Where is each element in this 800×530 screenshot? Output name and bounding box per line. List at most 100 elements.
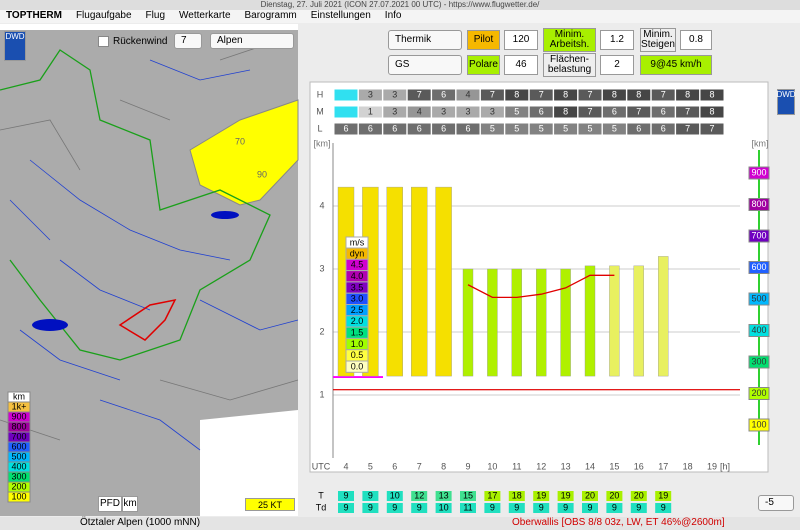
pfd-button[interactable]: PFD	[98, 496, 122, 512]
temp-value: 10	[390, 490, 400, 500]
alt-scale-value: 700	[751, 230, 766, 240]
alt-scale-cell	[748, 355, 770, 369]
cloud-cell	[699, 122, 725, 136]
alt-scale-cell	[748, 198, 770, 211]
temp-cell	[484, 491, 501, 501]
menu-item[interactable]: Info	[384, 10, 402, 21]
cloud-value: 7	[709, 123, 714, 133]
lift-legend-label: 0.5	[351, 350, 364, 360]
temp-value: 9	[490, 502, 495, 512]
border	[0, 49, 271, 361]
checkbox[interactable]: Rückenwind	[98, 36, 167, 47]
legend-title: km	[13, 391, 25, 401]
temp-cell	[484, 503, 501, 513]
temp-value: 9	[343, 490, 348, 500]
legend-label: 600	[11, 441, 26, 451]
temp-value: 9	[563, 502, 568, 512]
menu-item[interactable]: TOPTHERM	[6, 10, 62, 21]
select-mode[interactable]: Thermik	[388, 30, 462, 50]
x-tick-label: 7	[417, 461, 422, 471]
temp-value: 9	[539, 502, 544, 512]
map-area	[200, 410, 298, 516]
cloud-value: 6	[539, 106, 544, 116]
temp-cell	[338, 491, 354, 501]
thermal-bar	[609, 265, 620, 377]
cloud-value: 6	[661, 106, 666, 116]
menu-item[interactable]: Barogramm	[244, 10, 297, 21]
select-region[interactable]: Alpen	[210, 33, 294, 49]
row-label: Td	[316, 502, 327, 512]
x-tick-label: 18	[683, 461, 693, 471]
pilot-label: Pilot	[467, 30, 500, 50]
cloud-value: 7	[661, 89, 666, 99]
menu-item[interactable]: Flug	[145, 10, 165, 21]
temp-cell	[435, 503, 452, 513]
alt-scale-cell	[748, 166, 770, 180]
alt-scale-cell	[748, 387, 770, 400]
lift-legend-label: 4.5	[351, 260, 364, 270]
menu-item[interactable]: Wetterkarte	[179, 10, 231, 21]
ground	[333, 376, 383, 378]
select-glider[interactable]: GS	[388, 55, 462, 75]
min-steigen-input[interactable]: 0.8	[680, 30, 712, 50]
legend-label: 1k+	[12, 401, 27, 411]
legend-cell	[7, 491, 31, 503]
temp-cell	[655, 503, 672, 513]
cloud-value: 5	[514, 106, 519, 116]
temp-value: 9	[417, 502, 422, 512]
temp-value: 9	[587, 502, 592, 512]
alt-scale-value: 500	[751, 293, 766, 303]
cloud-value: 5	[514, 123, 519, 133]
menu-item[interactable]: Einstellungen	[310, 10, 371, 21]
selected-region[interactable]	[118, 298, 177, 341]
cloud-cell	[699, 88, 725, 102]
x-tick-label: 19	[707, 461, 717, 471]
cloud-value: 6	[368, 123, 373, 133]
thermal-bar	[658, 256, 669, 377]
cloud-value: 7	[587, 106, 592, 116]
cloud-value: 7	[685, 106, 690, 116]
alt-scale-value: 200	[751, 388, 766, 398]
thermal-bar	[435, 186, 452, 377]
legend-label: 400	[11, 461, 26, 471]
temp-value: 15	[463, 490, 473, 500]
select-offset[interactable]: -5	[758, 495, 794, 511]
alt-scale-cell	[748, 324, 770, 337]
temp-cell	[362, 491, 379, 501]
select-level[interactable]: 7	[174, 33, 202, 49]
temp-cell	[508, 503, 525, 513]
cloud-value: 6	[441, 89, 446, 99]
row-label: T	[318, 490, 324, 500]
alt-scale-label: [km]	[752, 138, 769, 148]
temp-value: 9	[514, 502, 519, 512]
temp-cell	[557, 491, 574, 501]
thermal-bar	[633, 265, 644, 377]
lift-legend-label: dyn	[350, 248, 365, 258]
cloud-value: 6	[465, 123, 470, 133]
cloud-value: 8	[709, 89, 714, 99]
x-tick-label: 17	[658, 461, 668, 471]
map-lines	[0, 39, 299, 441]
km-button[interactable]: km	[122, 496, 138, 512]
x-tick-label: 13	[561, 461, 571, 471]
x-tick-label: 5	[368, 461, 373, 471]
pilot-input[interactable]: 120	[504, 30, 538, 50]
temp-cell	[386, 503, 403, 513]
min-arbeitsh-input[interactable]: 1.2	[600, 30, 634, 50]
lift-legend-label: 2.5	[351, 305, 364, 315]
polare-input[interactable]: 46	[504, 55, 538, 75]
polare-label: Polare	[467, 55, 500, 75]
cloud-value: 4	[417, 106, 422, 116]
flaechen-input[interactable]: 2	[600, 55, 634, 75]
map-label: 70	[235, 136, 245, 146]
min-arbeitsh-label: Minim. Arbeitsh.	[543, 28, 596, 52]
temp-cell	[411, 491, 428, 501]
cloud-value: 3	[392, 89, 397, 99]
menu-item[interactable]: Flugaufgabe	[75, 10, 132, 21]
temp-value: 9	[343, 502, 348, 512]
cloud-value: 8	[563, 106, 568, 116]
x-tick-label: 9	[465, 461, 470, 471]
thermal-bar	[386, 186, 403, 377]
x-tick-label: 6	[392, 461, 397, 471]
